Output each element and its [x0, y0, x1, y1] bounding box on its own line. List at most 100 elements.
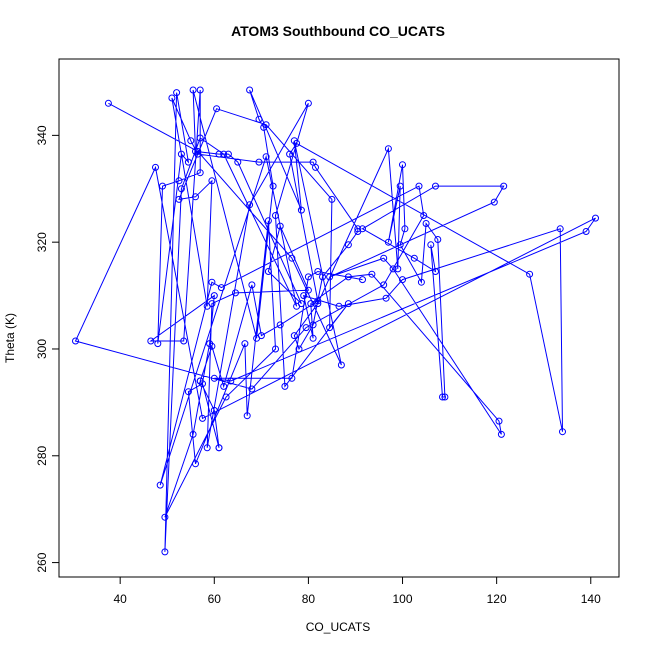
data-point-63 — [432, 268, 439, 275]
data-point-75 — [344, 273, 352, 281]
data-point-111 — [180, 337, 188, 345]
data-point-98 — [199, 380, 206, 388]
data-point-70 — [380, 254, 388, 262]
data-point-13 — [215, 150, 223, 158]
data-point-42 — [354, 225, 362, 233]
data-point-114 — [175, 177, 183, 185]
data-point-14 — [224, 150, 232, 158]
data-point-0 — [104, 99, 112, 107]
data-point-109 — [210, 292, 218, 300]
data-point-89 — [257, 332, 265, 340]
data-point-103 — [264, 217, 272, 225]
data-point-142 — [304, 273, 312, 281]
data-point-54 — [399, 161, 406, 169]
axes: 40 60 80 100 120 140 260 280 300 320 340 — [35, 125, 601, 606]
data-point-126 — [156, 481, 164, 489]
data-point-123 — [220, 150, 228, 158]
data-point-79 — [335, 302, 343, 310]
data-point-35 — [203, 302, 211, 310]
data-point-15 — [234, 158, 242, 166]
data-point-48 — [290, 332, 298, 340]
data-point-118 — [184, 158, 192, 166]
data-point-136 — [199, 414, 206, 422]
data-point-39 — [255, 158, 263, 166]
data-point-9 — [269, 182, 277, 190]
data-point-117 — [177, 150, 185, 158]
data-point-82 — [556, 225, 564, 233]
data-point-11 — [189, 86, 197, 94]
data-point-127 — [208, 278, 216, 286]
data-point-51 — [394, 265, 402, 273]
data-point-143 — [314, 268, 322, 275]
data-point-17 — [264, 268, 272, 275]
data-point-140 — [210, 374, 218, 382]
data-point-121 — [177, 185, 185, 193]
data-point-65 — [359, 225, 366, 233]
x-tick-label-80: 80 — [302, 592, 316, 606]
data-point-6 — [246, 86, 254, 94]
data-point-28 — [326, 324, 334, 332]
data-point-69 — [326, 273, 334, 281]
x-tick-label-100: 100 — [393, 592, 413, 606]
data-point-22 — [203, 444, 211, 452]
data-point-110 — [147, 337, 155, 345]
data-point-3 — [337, 361, 345, 369]
data-point-131 — [380, 281, 388, 289]
data-point-112 — [196, 86, 204, 94]
data-point-88 — [276, 321, 284, 329]
data-point-99 — [184, 388, 192, 396]
data-point-124 — [293, 302, 301, 310]
data-point-77 — [309, 334, 317, 342]
data-point-60 — [441, 393, 449, 401]
x-tick-label-40: 40 — [113, 592, 127, 606]
data-point-71 — [389, 265, 397, 273]
data-point-67 — [500, 182, 508, 190]
data-point-138 — [582, 228, 590, 235]
data-point-137 — [592, 214, 599, 222]
data-point-83 — [559, 428, 566, 436]
data-point-61 — [439, 393, 446, 401]
data-point-107 — [189, 430, 197, 438]
data-point-24 — [304, 99, 312, 107]
data-point-85 — [293, 139, 301, 147]
data-point-37 — [187, 137, 195, 145]
y-tick-label-280: 280 — [35, 445, 49, 465]
data-point-81 — [399, 276, 406, 284]
data-point-105 — [222, 393, 230, 401]
data-point-76 — [307, 300, 315, 308]
data-point-101 — [241, 340, 249, 348]
data-point-5 — [297, 206, 305, 214]
y-axis-label: Theta (K) — [3, 313, 17, 363]
data-point-130 — [420, 212, 428, 219]
data-point-23 — [246, 201, 254, 209]
data-point-86 — [286, 150, 294, 158]
data-point-53 — [384, 238, 392, 246]
y-tick-label-300: 300 — [35, 339, 49, 359]
data-point-72 — [497, 430, 505, 438]
data-point-29 — [328, 195, 336, 203]
data-point-66 — [432, 182, 439, 190]
data-point-30 — [262, 121, 270, 129]
data-point-20 — [232, 289, 239, 297]
data-point-31 — [213, 105, 221, 113]
data-point-44 — [344, 241, 352, 249]
data-point-120 — [161, 548, 169, 556]
data-point-80 — [382, 294, 390, 302]
data-point-56 — [396, 241, 404, 249]
data-point-73 — [495, 417, 503, 425]
data-point-57 — [417, 278, 425, 286]
data-point-41 — [312, 163, 319, 171]
data-point-108 — [206, 340, 214, 348]
plot-area — [72, 86, 599, 556]
data-point-32 — [175, 195, 183, 203]
data-point-18 — [276, 222, 284, 230]
y-tick-label-340: 340 — [35, 125, 49, 145]
data-point-27 — [344, 300, 352, 308]
data-point-128 — [217, 284, 225, 292]
data-point-74 — [368, 270, 376, 278]
data-point-38 — [194, 150, 202, 158]
data-point-84 — [526, 270, 534, 278]
data-point-78 — [300, 292, 308, 300]
data-point-141 — [288, 374, 296, 382]
